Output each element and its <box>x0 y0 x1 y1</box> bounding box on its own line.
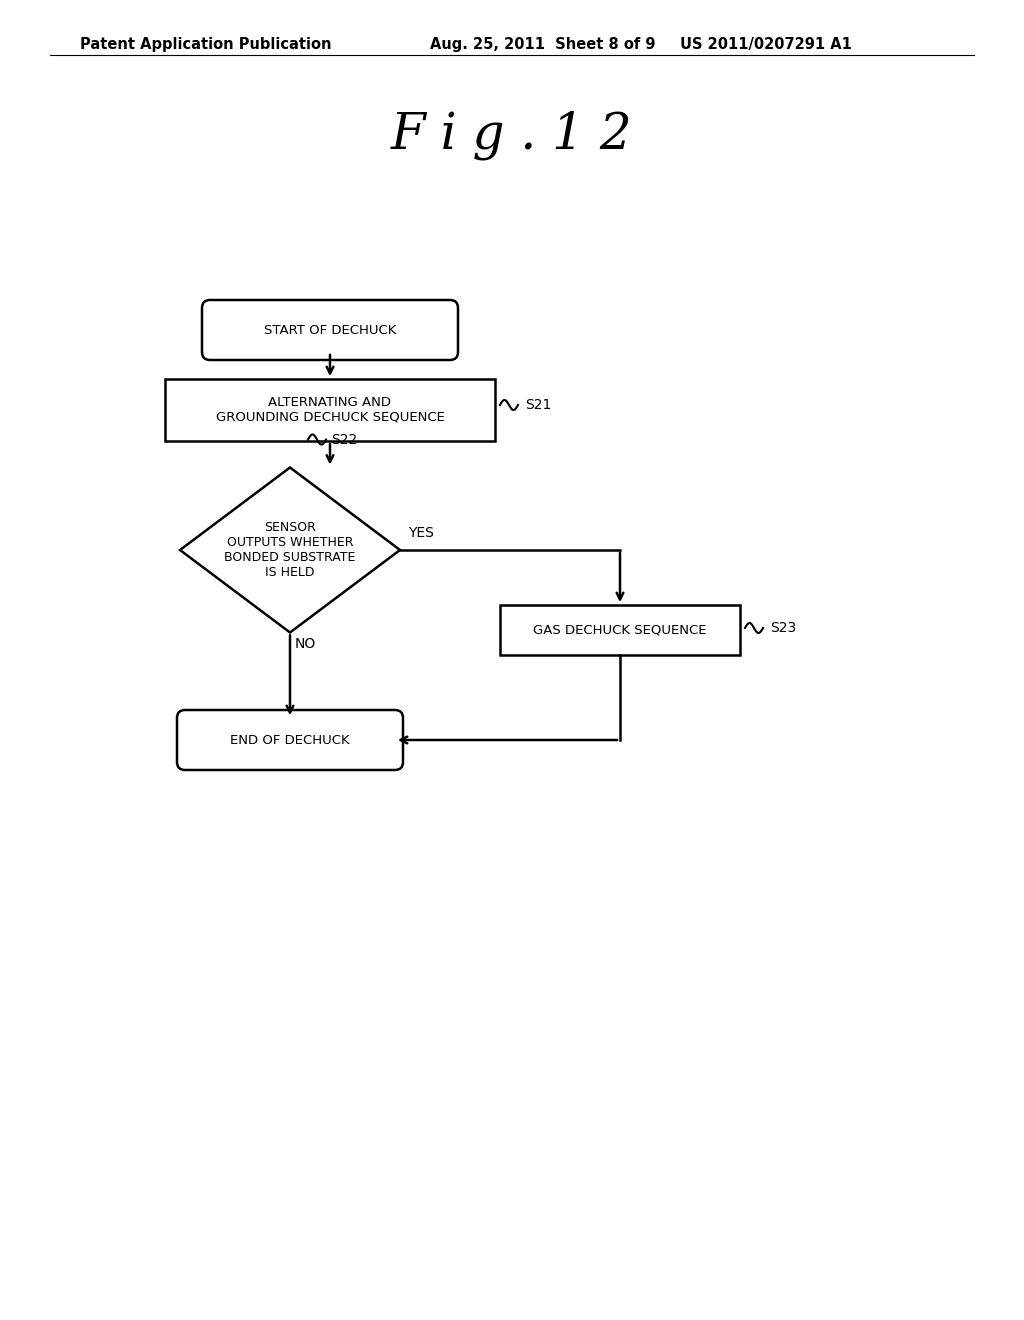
FancyBboxPatch shape <box>177 710 403 770</box>
Text: ALTERNATING AND
GROUNDING DECHUCK SEQUENCE: ALTERNATING AND GROUNDING DECHUCK SEQUEN… <box>216 396 444 424</box>
Text: YES: YES <box>408 525 434 540</box>
Text: START OF DECHUCK: START OF DECHUCK <box>264 323 396 337</box>
Text: END OF DECHUCK: END OF DECHUCK <box>230 734 350 747</box>
Text: SENSOR
OUTPUTS WHETHER
BONDED SUBSTRATE
IS HELD: SENSOR OUTPUTS WHETHER BONDED SUBSTRATE … <box>224 521 355 579</box>
Text: US 2011/0207291 A1: US 2011/0207291 A1 <box>680 37 852 51</box>
Text: S21: S21 <box>525 399 551 412</box>
Text: GAS DECHUCK SEQUENCE: GAS DECHUCK SEQUENCE <box>534 623 707 636</box>
Text: F i g . 1 2: F i g . 1 2 <box>391 110 633 160</box>
Text: Aug. 25, 2011  Sheet 8 of 9: Aug. 25, 2011 Sheet 8 of 9 <box>430 37 655 51</box>
Text: Patent Application Publication: Patent Application Publication <box>80 37 332 51</box>
FancyBboxPatch shape <box>202 300 458 360</box>
Text: NO: NO <box>295 638 316 652</box>
Bar <box>500 605 740 655</box>
Text: S22: S22 <box>331 433 357 446</box>
Bar <box>165 379 495 441</box>
Polygon shape <box>180 467 400 632</box>
Text: S23: S23 <box>770 620 797 635</box>
